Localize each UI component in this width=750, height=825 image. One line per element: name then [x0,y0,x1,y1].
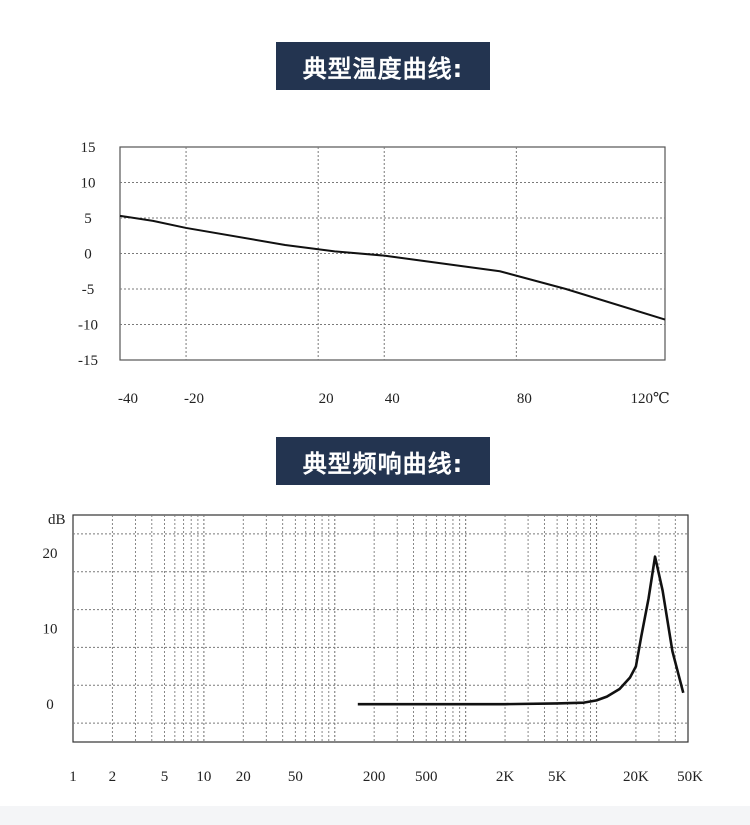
y-tick-label: -10 [78,318,98,334]
x-tick-label: 2K [496,769,515,785]
y-tick-label: 0 [84,247,92,263]
y-unit-label: dB [48,512,66,528]
x-tick-label: 50 [288,769,303,785]
y-tick-label: 10 [81,176,96,192]
frequency-response-series-line [357,555,685,706]
x-tick-label: 40 [385,391,400,407]
x-tick-label: 5 [161,769,169,785]
y-tick-label: -15 [78,353,98,369]
temperature-curve-title: 典型温度曲线: [276,42,490,90]
frequency-response-title: 典型频响曲线: [276,437,490,485]
y-tick-label: -5 [82,282,95,298]
y-tick-label: 15 [81,140,96,156]
x-tick-label: 80 [517,391,532,407]
x-tick-label: 10 [196,769,211,785]
x-tick-label: 20 [236,769,251,785]
x-tick-label: 20K [623,769,649,785]
x-tick-label: 500 [415,769,438,785]
y-tick-label: 20 [43,546,58,562]
footer-band [0,806,750,825]
temperature-series-line [119,214,666,321]
x-tick-label: 20 [319,391,334,407]
y-tick-label: 10 [43,622,58,638]
x-tick-label: 1 [69,769,77,785]
x-tick-label: -20 [184,391,204,407]
x-tick-label: -40 [118,391,138,407]
x-tick-label: 2 [109,769,117,785]
y-tick-label: 5 [84,211,92,227]
y-tick-label: 0 [46,697,54,713]
x-tick-label: 50K [677,769,703,785]
x-tick-label: 5K [548,769,567,785]
x-tick-label: 200 [363,769,386,785]
plot-frame [72,514,689,743]
x-tick-label: 120℃ [630,391,669,407]
